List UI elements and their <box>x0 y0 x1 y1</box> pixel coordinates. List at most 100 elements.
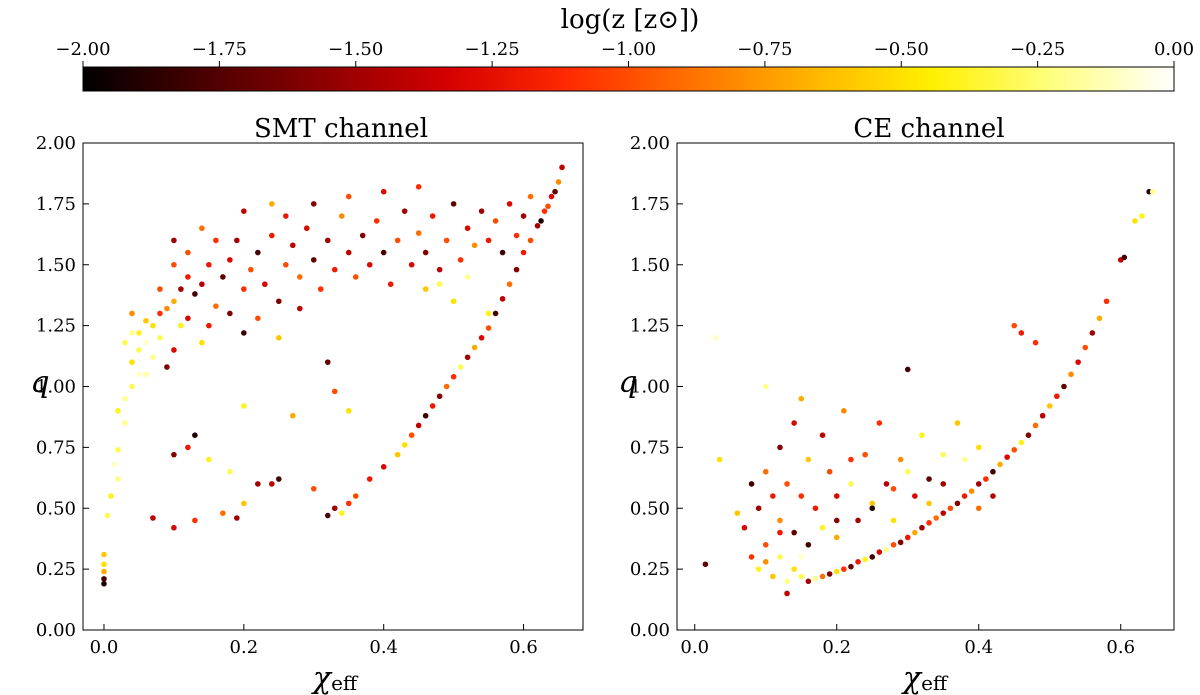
data-point <box>129 359 135 365</box>
data-point <box>527 237 534 244</box>
data-point <box>111 461 118 468</box>
data-point <box>136 330 142 336</box>
data-point <box>762 383 769 390</box>
data-point <box>848 563 854 570</box>
data-point <box>122 395 128 402</box>
data-point <box>157 310 163 317</box>
data-point <box>262 281 268 288</box>
data-point <box>457 257 464 263</box>
y-ticks-ce: 0.00 0.25 0.50 0.75 1.00 1.25 1.50 1.75 2.00 <box>630 133 683 641</box>
data-point <box>394 237 401 244</box>
x-tick-label: 0.4 <box>369 637 398 658</box>
data-point <box>748 481 755 487</box>
data-point <box>541 208 548 214</box>
data-point <box>422 412 429 419</box>
data-point <box>890 485 897 492</box>
colorbar: log(z [z⊙]) −2.00 −1.75 −1.50 −1.25 −1.00 −0.… <box>55 5 1194 92</box>
data-point <box>303 225 310 232</box>
data-point <box>199 225 205 232</box>
data-point <box>429 213 436 219</box>
data-point <box>741 524 748 531</box>
data-point <box>101 576 107 582</box>
data-point <box>833 517 840 524</box>
data-point <box>784 481 790 487</box>
data-point <box>555 179 562 185</box>
data-point <box>352 493 359 499</box>
data-point <box>104 512 111 519</box>
data-point <box>366 476 373 482</box>
data-point <box>499 249 506 256</box>
data-point <box>933 515 939 521</box>
data-point <box>954 500 961 507</box>
data-point <box>777 529 783 536</box>
data-point <box>241 500 247 507</box>
colorbar-tick-label: −0.75 <box>737 39 792 60</box>
data-point <box>919 432 925 439</box>
data-point <box>136 347 142 353</box>
data-point <box>206 456 212 463</box>
y-tick-label: 1.00 <box>630 377 670 398</box>
data-point <box>1082 344 1089 351</box>
data-point <box>157 286 163 292</box>
data-point <box>269 232 275 239</box>
data-point <box>812 576 819 582</box>
data-point <box>975 481 982 487</box>
data-point <box>552 188 558 195</box>
data-point <box>805 578 812 585</box>
data-point <box>833 493 840 499</box>
y-tick-label: 1.00 <box>36 377 76 398</box>
data-point <box>1121 254 1128 261</box>
data-point <box>450 201 457 207</box>
data-point <box>855 517 861 524</box>
y-tick-label: 0.50 <box>630 498 670 519</box>
x-tick-label: 0.6 <box>509 637 538 658</box>
data-point <box>1132 218 1138 224</box>
data-point <box>513 232 520 239</box>
data-point <box>983 476 989 482</box>
data-point <box>762 541 769 548</box>
y-tick-label: 0.50 <box>36 498 76 519</box>
data-point <box>310 201 317 207</box>
data-point <box>213 303 219 309</box>
y-tick-label: 0.00 <box>630 620 670 641</box>
data-point <box>387 281 394 288</box>
data-point <box>890 541 897 548</box>
x-tick-label: 0.0 <box>680 637 709 658</box>
data-point <box>324 237 331 244</box>
data-point <box>101 568 107 575</box>
data-point <box>812 505 819 512</box>
data-point <box>1032 339 1039 346</box>
y-tick-label: 1.75 <box>36 194 76 215</box>
data-point <box>897 456 904 463</box>
data-point <box>289 242 296 249</box>
data-point <box>897 539 904 546</box>
data-point <box>762 468 769 475</box>
data-point <box>429 403 436 409</box>
data-point <box>241 208 247 214</box>
data-point <box>171 451 177 458</box>
data-point <box>171 524 177 531</box>
data-point <box>833 534 840 541</box>
data-point <box>241 403 247 409</box>
data-point <box>919 524 925 531</box>
data-point <box>833 568 840 575</box>
data-point <box>1149 188 1156 195</box>
data-point <box>255 249 261 256</box>
data-point <box>954 420 961 426</box>
colorbar-tick-label: 0.00 <box>1154 39 1194 60</box>
data-point <box>940 510 947 516</box>
data-point <box>199 281 205 288</box>
data-point <box>255 481 261 487</box>
data-point <box>408 261 415 268</box>
data-point <box>276 298 282 305</box>
data-point <box>904 534 911 541</box>
data-point <box>841 566 847 572</box>
data-point <box>345 249 352 256</box>
data-point <box>464 354 471 361</box>
data-point <box>1004 454 1010 460</box>
data-point <box>492 218 499 224</box>
data-point <box>968 488 975 495</box>
data-point <box>359 232 366 239</box>
data-point <box>1068 371 1074 378</box>
y-tick-label: 2.00 <box>630 133 670 154</box>
